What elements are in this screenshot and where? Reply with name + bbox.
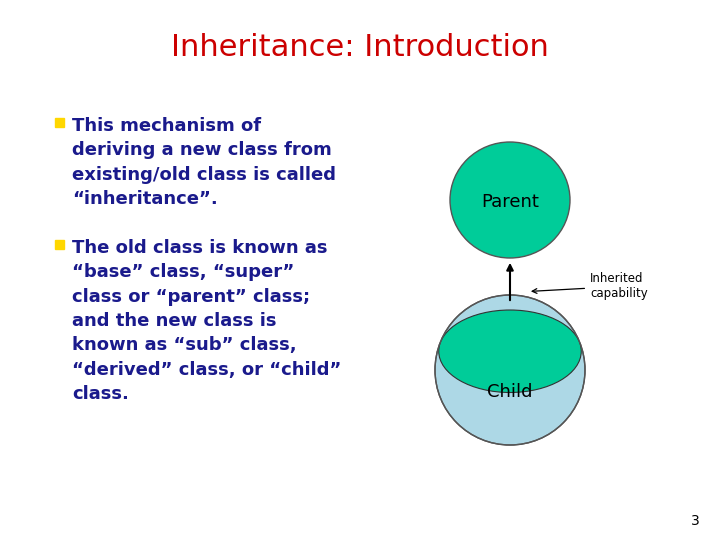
Text: The old class is known as
“base” class, “super”
class or “parent” class;
and the: The old class is known as “base” class, … — [72, 239, 341, 403]
Text: 3: 3 — [691, 514, 700, 528]
Bar — [55, 118, 64, 127]
Text: Child: Child — [487, 383, 533, 401]
Ellipse shape — [438, 310, 581, 393]
Ellipse shape — [450, 142, 570, 258]
Circle shape — [435, 295, 585, 445]
Text: Parent: Parent — [481, 193, 539, 211]
Text: This mechanism of
deriving a new class from
existing/old class is called
“inheri: This mechanism of deriving a new class f… — [72, 117, 336, 208]
FancyArrowPatch shape — [507, 265, 513, 300]
Text: Inherited
capability: Inherited capability — [532, 273, 648, 300]
Bar — [55, 240, 64, 249]
Text: Inheritance: Introduction: Inheritance: Introduction — [171, 33, 549, 63]
